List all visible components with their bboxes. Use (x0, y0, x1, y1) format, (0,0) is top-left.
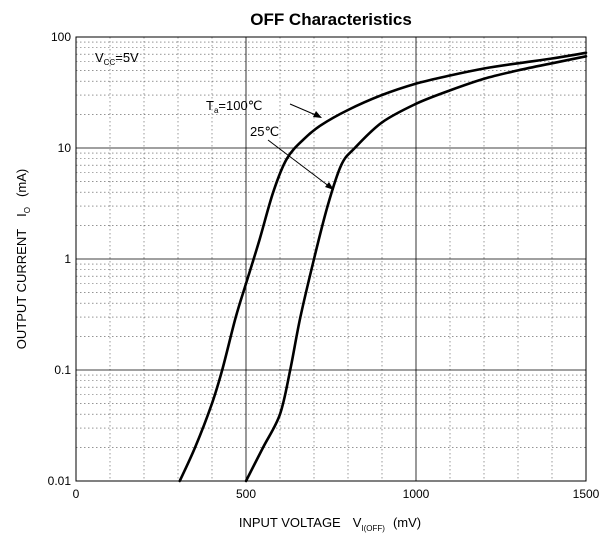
series-leader-100c (289, 103, 319, 117)
series-leader-25c (267, 139, 331, 188)
series-curves (178, 51, 588, 483)
x-axis-label-subscript: I(OFF) (361, 524, 385, 533)
x-axis-label-text: INPUT VOLTAGE (239, 515, 341, 530)
minor-grid (76, 37, 586, 481)
y-axis-label-subscript: O (23, 207, 32, 213)
y-tick-label: 1 (64, 252, 71, 266)
chart-title: OFF Characteristics (250, 10, 412, 29)
y-axis-label-text: OUTPUT CURRENT (14, 229, 29, 349)
series-label-100c: Ta=100℃ (206, 98, 262, 115)
y-tick-label: 0.01 (48, 474, 72, 488)
condition-label: VCC=5V (95, 50, 139, 67)
series-line-25c (244, 55, 588, 483)
condition-symbol: V (95, 50, 104, 65)
condition-subscript: CC (104, 58, 116, 67)
x-tick-labels: 0 500 1000 1500 (73, 487, 600, 501)
y-axis-label-symbol: I (14, 213, 29, 217)
x-axis-label-unit: (mV) (393, 515, 421, 530)
series-arrowhead-25c (325, 182, 334, 190)
plot-frame (75, 36, 587, 482)
y-tick-label: 0.1 (54, 363, 71, 377)
y-tick-label: 10 (58, 141, 72, 155)
x-tick-label: 0 (73, 487, 80, 501)
y-tick-label: 100 (51, 30, 71, 44)
x-axis-label-symbol: V (353, 515, 362, 530)
x-axis-label: INPUT VOLTAGE VI(OFF) (mV) (239, 515, 421, 533)
major-grid (76, 37, 586, 481)
y-axis-label: OUTPUT CURRENT IO (mA) (14, 169, 32, 349)
x-tick-label: 500 (236, 487, 256, 501)
series-label-25c: 25℃ (250, 124, 279, 139)
x-tick-label: 1500 (573, 487, 600, 501)
y-axis-label-unit: (mA) (14, 169, 29, 197)
condition-value: =5V (115, 50, 139, 65)
series-label-100c-subscript: a (214, 106, 219, 115)
y-tick-labels: 100 10 1 0.1 0.01 (48, 30, 72, 488)
series-label-100c-value: =100℃ (218, 98, 262, 113)
series-label-100c-symbol: T (206, 98, 214, 113)
x-tick-label: 1000 (403, 487, 430, 501)
series-line-100c (178, 51, 588, 483)
series-arrowhead-100c (313, 111, 322, 118)
